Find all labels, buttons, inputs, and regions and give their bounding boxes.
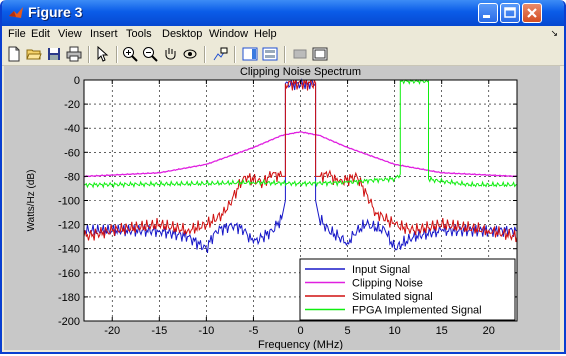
x-tick-label: -15 <box>151 325 167 337</box>
y-tick-label: -20 <box>64 99 80 111</box>
x-tick-label: 5 <box>345 325 351 337</box>
toolbar-separator <box>116 46 118 63</box>
x-tick-label: -5 <box>249 325 259 337</box>
y-tick-label: -160 <box>58 268 80 280</box>
pan-hand-icon[interactable] <box>162 46 178 62</box>
legend-entry-label: Clipping Noise <box>352 278 423 290</box>
menu-dock-arrow-icon[interactable]: ↘ <box>550 28 558 38</box>
y-tick-label: -120 <box>58 220 80 232</box>
y-axis-label: Watts/Hz (dB) <box>26 170 37 232</box>
rotate-3d-icon[interactable] <box>182 46 198 62</box>
print-icon[interactable] <box>66 46 82 62</box>
close-button[interactable] <box>522 3 542 23</box>
y-tick-label: -100 <box>58 196 80 208</box>
x-tick-label: -20 <box>104 325 120 337</box>
toolbar-separator <box>88 46 90 63</box>
toolbar-separator <box>284 46 286 63</box>
y-tick-label: -180 <box>58 292 80 304</box>
data-cursor-icon[interactable] <box>212 46 228 62</box>
x-tick-label: -10 <box>198 325 214 337</box>
maximize-button[interactable] <box>500 3 520 23</box>
series-line-clipping-noise <box>83 131 518 178</box>
x-tick-label: 0 <box>297 325 303 337</box>
x-axis-label: Frequency (MHz) <box>258 339 343 350</box>
legend-entry-label: Simulated signal <box>352 291 433 303</box>
maximize-icon <box>504 7 516 18</box>
new-file-icon[interactable] <box>6 46 22 62</box>
show-plot-tools-icon[interactable] <box>312 46 328 62</box>
x-tick-label: 20 <box>483 325 495 337</box>
legend-entry-label: FPGA Implemented Signal <box>352 305 482 317</box>
window-title: Figure 3 <box>28 4 83 20</box>
title-bar[interactable]: Figure 3 <box>2 0 564 26</box>
plot-area[interactable]: -20 -15 -10 -5 0 5 10 15 20 0 -20 -40 -60 -80 -100 -120… <box>4 66 560 350</box>
y-tick-label: -200 <box>58 316 80 328</box>
series-line-fpga-implemented-signal <box>84 79 517 189</box>
toolbar-separator <box>204 46 206 63</box>
menu-view[interactable]: View <box>58 28 82 40</box>
y-tick-label: 0 <box>74 75 80 87</box>
y-tick-label: -60 <box>64 147 80 159</box>
hide-plot-tools-icon[interactable] <box>292 46 308 62</box>
menu-edit[interactable]: Edit <box>31 28 50 40</box>
save-icon[interactable] <box>46 46 62 62</box>
figure-toolbar <box>2 43 564 66</box>
y-tick-label: -140 <box>58 244 80 256</box>
open-folder-icon[interactable] <box>26 46 42 62</box>
matlab-logo-icon <box>9 7 23 18</box>
zoom-out-icon[interactable] <box>142 46 158 62</box>
menu-bar: File Edit View Insert Tools Desktop Wind… <box>2 26 564 43</box>
x-tick-label: 15 <box>436 325 448 337</box>
menu-insert[interactable]: Insert <box>90 28 118 40</box>
y-tick-label: -80 <box>64 171 80 183</box>
insert-colorbar-icon[interactable] <box>242 46 258 62</box>
close-icon <box>527 8 537 18</box>
toolbar-separator <box>234 46 236 63</box>
zoom-in-icon[interactable] <box>122 46 138 62</box>
menu-help[interactable]: Help <box>254 28 277 40</box>
menu-desktop[interactable]: Desktop <box>162 28 203 40</box>
minimize-button[interactable] <box>478 3 498 23</box>
menu-window[interactable]: Window <box>209 28 249 40</box>
y-tick-label: -40 <box>64 123 80 135</box>
legend-entry-label: Input Signal <box>352 264 410 276</box>
x-tick-label: 10 <box>389 325 401 337</box>
insert-legend-icon[interactable] <box>262 46 278 62</box>
arrow-select-icon[interactable] <box>94 46 110 62</box>
minimize-icon <box>483 15 490 18</box>
chart-title: Clipping Noise Spectrum <box>240 66 361 78</box>
menu-file[interactable]: File <box>8 28 26 40</box>
figure-canvas: -20 -15 -10 -5 0 5 10 15 20 0 -20 -40 -60 -80 -100 -120… <box>4 66 560 350</box>
menu-tools[interactable]: Tools <box>126 28 152 40</box>
